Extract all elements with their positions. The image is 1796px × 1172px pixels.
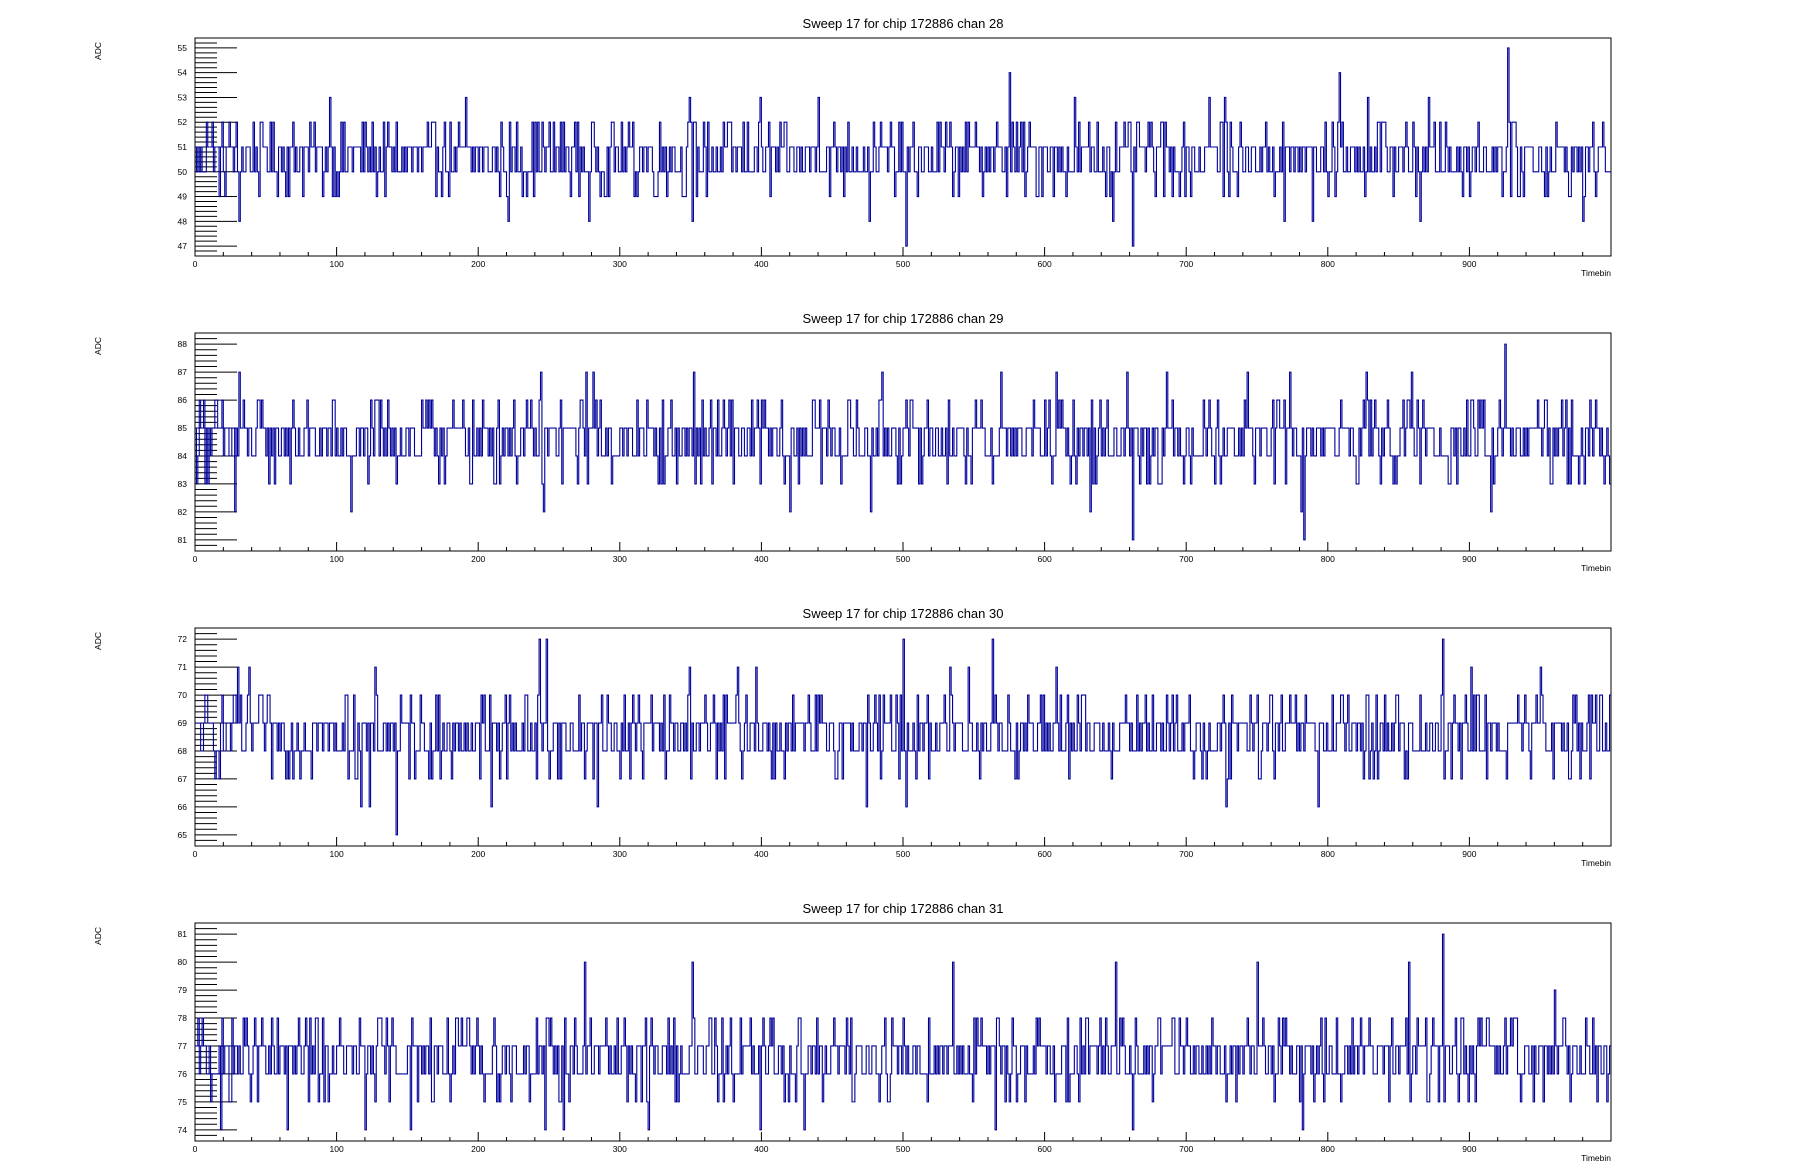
y-tick-label: 81 (178, 929, 188, 939)
y-tick-label: 50 (178, 167, 188, 177)
x-tick-label: 900 (1462, 849, 1476, 859)
y-tick-label: 71 (178, 662, 188, 672)
x-tick-label: 0 (193, 849, 198, 859)
y-tick-label: 48 (178, 216, 188, 226)
x-tick-label: 200 (471, 1144, 485, 1154)
chart-title: Sweep 17 for chip 172886 chan 28 (803, 16, 1004, 31)
x-tick-label: 500 (896, 1144, 910, 1154)
y-tick-label: 51 (178, 142, 188, 152)
x-tick-label: 600 (1038, 554, 1052, 564)
x-tick-label: 700 (1179, 1144, 1193, 1154)
chart-panel-3: Sweep 17 for chip 172886 chan 30 ADC Timeb… (93, 606, 1612, 868)
series-line (195, 343, 1611, 541)
chart-title: Sweep 17 for chip 172886 chan 30 (803, 606, 1004, 621)
y-tick-label: 88 (178, 339, 188, 349)
x-tick-label: 900 (1462, 259, 1476, 269)
x-tick-label: 800 (1321, 259, 1335, 269)
x-tick-label: 600 (1038, 259, 1052, 269)
chart-panel-2: Sweep 17 for chip 172886 chan 29 ADC Timeb… (93, 311, 1612, 573)
y-tick-label: 81 (178, 535, 188, 545)
y-tick-label: 68 (178, 746, 188, 756)
y-tick-label: 79 (178, 985, 188, 995)
x-tick-label: 300 (613, 259, 627, 269)
x-tick-label: 400 (754, 1144, 768, 1154)
x-tick-label: 100 (330, 554, 344, 564)
y-tick-label: 52 (178, 117, 188, 127)
x-tick-label: 700 (1179, 554, 1193, 564)
x-tick-label: 700 (1179, 259, 1193, 269)
y-tick-label: 80 (178, 957, 188, 967)
y-axis-label: ADC (93, 337, 103, 355)
x-tick-label: 900 (1462, 1144, 1476, 1154)
x-tick-label: 100 (330, 849, 344, 859)
x-tick-label: 300 (613, 1144, 627, 1154)
x-tick-label: 300 (613, 849, 627, 859)
y-tick-label: 78 (178, 1013, 188, 1023)
chart-title: Sweep 17 for chip 172886 chan 31 (803, 901, 1004, 916)
chart-panel-1: Sweep 17 for chip 172886 chan 28 ADC Timeb… (93, 16, 1612, 278)
x-tick-label: 0 (193, 554, 198, 564)
x-tick-label: 600 (1038, 849, 1052, 859)
x-tick-label: 300 (613, 554, 627, 564)
chart-title: Sweep 17 for chip 172886 chan 29 (803, 311, 1004, 326)
x-tick-label: 700 (1179, 849, 1193, 859)
y-axis-label: ADC (93, 632, 103, 650)
y-tick-label: 54 (178, 68, 188, 78)
y-tick-label: 85 (178, 423, 188, 433)
x-tick-label: 900 (1462, 554, 1476, 564)
y-tick-label: 86 (178, 395, 188, 405)
y-tick-label: 82 (178, 507, 188, 517)
x-tick-label: 500 (896, 849, 910, 859)
x-axis-label: Timebin (1581, 563, 1611, 573)
x-tick-label: 800 (1321, 554, 1335, 564)
x-tick-label: 0 (193, 259, 198, 269)
x-tick-label: 400 (754, 259, 768, 269)
x-tick-label: 800 (1321, 1144, 1335, 1154)
y-tick-label: 70 (178, 690, 188, 700)
y-tick-label: 76 (178, 1069, 188, 1079)
x-tick-label: 200 (471, 849, 485, 859)
series-line (195, 47, 1611, 247)
x-tick-label: 400 (754, 849, 768, 859)
y-tick-label: 74 (178, 1125, 188, 1135)
x-axis-label: Timebin (1581, 858, 1611, 868)
y-tick-label: 49 (178, 192, 188, 202)
x-tick-label: 100 (330, 1144, 344, 1154)
x-tick-label: 500 (896, 259, 910, 269)
x-tick-label: 100 (330, 259, 344, 269)
x-tick-label: 400 (754, 554, 768, 564)
y-tick-label: 53 (178, 92, 188, 102)
x-tick-label: 600 (1038, 1144, 1052, 1154)
x-tick-label: 200 (471, 554, 485, 564)
x-tick-label: 0 (193, 1144, 198, 1154)
y-tick-label: 72 (178, 634, 188, 644)
y-tick-label: 77 (178, 1041, 188, 1051)
y-tick-label: 47 (178, 241, 188, 251)
y-tick-label: 67 (178, 774, 188, 784)
series-line (195, 933, 1611, 1131)
y-tick-label: 87 (178, 367, 188, 377)
x-tick-label: 500 (896, 554, 910, 564)
y-tick-label: 84 (178, 451, 188, 461)
chart-panel-4: Sweep 17 for chip 172886 chan 31 ADC Timeb… (93, 901, 1612, 1163)
y-tick-label: 66 (178, 802, 188, 812)
y-tick-label: 55 (178, 43, 188, 53)
y-tick-label: 75 (178, 1097, 188, 1107)
x-axis-label: Timebin (1581, 1153, 1611, 1163)
x-axis-label: Timebin (1581, 268, 1611, 278)
y-axis-label: ADC (93, 42, 103, 60)
x-tick-label: 200 (471, 259, 485, 269)
y-tick-label: 69 (178, 718, 188, 728)
series-line (195, 638, 1611, 836)
y-tick-label: 83 (178, 479, 188, 489)
y-tick-label: 65 (178, 830, 188, 840)
y-axis-label: ADC (93, 927, 103, 945)
x-tick-label: 800 (1321, 849, 1335, 859)
